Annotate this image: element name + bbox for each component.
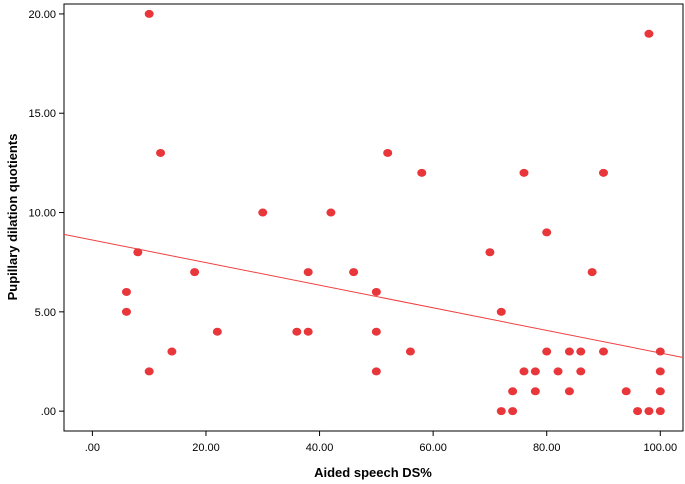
x-tick-label: .00 [85,442,100,454]
data-point [496,307,506,316]
data-point [564,347,574,356]
x-tick-label: 60.00 [419,442,447,454]
fit-line [63,233,684,359]
data-point [644,407,654,416]
data-point [553,367,563,376]
data-point [621,387,631,396]
data-point [655,367,665,376]
y-tick-label: .00 [41,406,56,418]
data-point [485,248,495,257]
y-tick-label: 15.00 [28,108,56,120]
data-point [519,367,529,376]
data-point [156,148,166,157]
y-tick-label: 20.00 [28,9,56,21]
data-point [508,407,518,416]
x-tick-label: 20.00 [192,442,220,454]
data-point [508,387,518,396]
data-point [519,168,529,177]
data-point [530,367,540,376]
x-axis-ticks: .00 20.00 40.00 60.00 80.00 100.00 [85,431,677,454]
data-point [587,268,597,277]
data-point [405,347,415,356]
data-point [144,9,154,18]
data-point [292,327,302,336]
y-axis-ticks: .00 5.00 10.00 15.00 20.00 [28,9,64,418]
x-tick-label: 80.00 [533,442,561,454]
data-point [167,347,177,356]
data-point [655,347,665,356]
data-point [190,268,200,277]
data-point [530,387,540,396]
data-point [655,387,665,396]
data-point [303,268,313,277]
data-point [542,228,552,237]
data-point [121,307,131,316]
y-tick-label: 10.00 [28,208,56,220]
data-point [598,347,608,356]
data-point [212,327,222,336]
x-tick-label: 100.00 [643,442,677,454]
data-point [258,208,268,217]
x-tick-label: 40.00 [306,442,334,454]
data-point [371,287,381,296]
data-point [633,407,643,416]
y-axis-title: Pupillary dilation quotients [5,134,20,301]
data-point [564,387,574,396]
data-point [303,327,313,336]
data-point [144,367,154,376]
data-point [371,327,381,336]
data-point [417,168,427,177]
x-axis-title: Aided speech DS% [314,465,432,480]
y-tick-label: 5.00 [35,307,56,319]
data-point [644,29,654,38]
data-point [371,367,381,376]
data-point [383,148,393,157]
data-point [133,248,143,257]
plot-frame [63,3,684,432]
data-points [121,9,665,416]
data-point [349,268,359,277]
fit-line-group [63,233,684,359]
data-point [598,168,608,177]
data-point [655,407,665,416]
data-point [326,208,336,217]
data-point [576,347,586,356]
data-point [542,347,552,356]
data-point [496,407,506,416]
data-point [576,367,586,376]
data-point [121,287,131,296]
